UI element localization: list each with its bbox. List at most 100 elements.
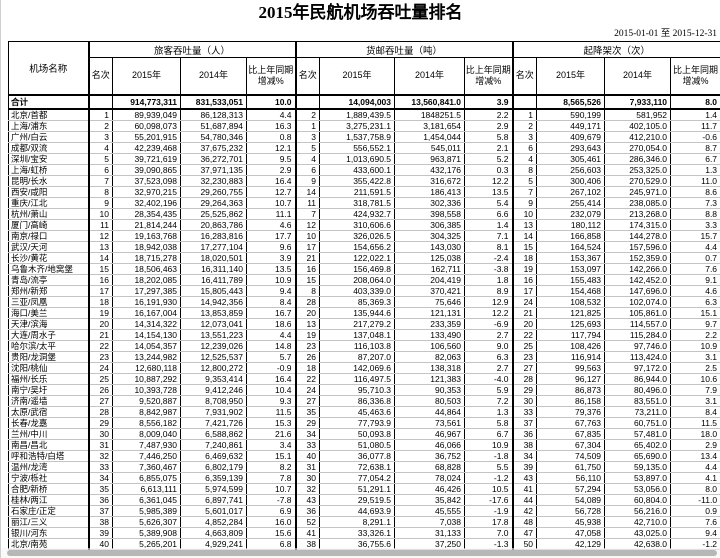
airport-name-cell[interactable]: 西安/咸阳 [8, 186, 89, 198]
airport-name-cell[interactable]: 南京/禄口 [8, 230, 89, 242]
value-2014-cell[interactable]: 142,452.0 [604, 274, 672, 286]
rank-cell[interactable]: 14 [87, 252, 113, 264]
value-2014-cell[interactable]: 204,419 [394, 274, 466, 286]
rank-cell[interactable]: 13 [294, 318, 321, 330]
value-2014-cell[interactable]: 86,944.0 [604, 373, 672, 385]
change-cell[interactable]: 12.2 [464, 175, 514, 187]
change-cell[interactable]: 2.7 [464, 329, 514, 341]
rank-cell[interactable]: 19 [294, 329, 321, 341]
airport-name-cell[interactable]: 银川/河东 [8, 527, 89, 539]
sorties-group-header[interactable]: 起降架次（次） [511, 41, 720, 58]
value-2015-cell[interactable]: 256,603 [536, 164, 606, 176]
airport-name-cell[interactable]: 石家庄/正定 [8, 505, 89, 517]
change-cell[interactable]: 9.4 [245, 285, 297, 297]
change-cell[interactable]: 4.6 [670, 285, 720, 297]
change-cell[interactable]: 8.1 [464, 241, 514, 253]
change-cell[interactable]: 10.5 [464, 483, 514, 495]
value-2015-cell[interactable]: 232,079 [536, 208, 606, 220]
change-cell[interactable]: 2.2 [464, 108, 514, 121]
value-2014-cell[interactable]: 7,240,861 [180, 439, 247, 451]
change-cell[interactable]: 5.4 [464, 197, 514, 209]
rank-cell[interactable]: 11 [87, 219, 113, 231]
value-2014-cell[interactable]: 398,558 [394, 208, 466, 220]
value-2014-cell[interactable]: 83,551.0 [604, 395, 672, 407]
value-2014-cell[interactable]: 370,421 [394, 285, 466, 297]
rank-cell[interactable]: 48 [511, 516, 538, 528]
passenger-2014-header[interactable]: 2014年 [180, 57, 247, 96]
rank-cell[interactable]: 29 [294, 417, 321, 429]
rank-cell[interactable]: 34 [511, 450, 538, 462]
change-cell[interactable]: 5.8 [464, 131, 514, 143]
value-2015-cell[interactable]: 16,167,004 [112, 307, 181, 319]
rank-cell[interactable]: 34 [294, 428, 321, 440]
airport-name-cell[interactable]: 乌鲁木齐/地窝堡 [8, 263, 89, 275]
rank-cell[interactable]: 5 [87, 153, 113, 165]
value-2015-cell[interactable]: 6,613,111 [112, 483, 181, 495]
value-2014-cell[interactable]: 20,863,786 [180, 219, 247, 231]
rank-cell[interactable]: 35 [294, 406, 321, 418]
change-cell[interactable]: 8.7 [670, 142, 720, 154]
rank-cell[interactable]: 43 [294, 494, 321, 506]
change-cell[interactable]: 8.2 [245, 461, 297, 473]
value-2014-cell[interactable]: 53,056.0 [604, 483, 672, 495]
change-cell[interactable]: 1.4 [464, 219, 514, 231]
airport-name-cell[interactable]: 丽江/三义 [8, 516, 89, 528]
change-cell[interactable]: 9.7 [670, 318, 720, 330]
change-cell[interactable]: 11.5 [670, 417, 720, 429]
airport-name-cell[interactable]: 长春/龙嘉 [8, 417, 89, 429]
airport-name-cell[interactable]: 成都/双流 [8, 142, 89, 154]
value-2015-cell[interactable]: 125,693 [536, 318, 606, 330]
change-cell[interactable]: 7.8 [245, 472, 297, 484]
value-2015-cell[interactable]: 18,202,085 [112, 274, 181, 286]
change-cell[interactable]: 1.4 [670, 108, 720, 121]
value-2015-cell[interactable]: 37,523,098 [112, 175, 181, 187]
rank-cell[interactable]: 36 [511, 428, 538, 440]
rank-cell[interactable]: 42 [511, 505, 538, 517]
value-2015-cell[interactable]: 318,781.5 [319, 197, 396, 209]
change-cell[interactable]: 7.6 [670, 516, 720, 528]
rank-cell[interactable]: 2 [294, 108, 321, 121]
value-2014-cell[interactable]: 6,588,862 [180, 428, 247, 440]
change-cell[interactable]: 3.1 [670, 395, 720, 407]
value-2014-cell[interactable]: 432,176 [394, 164, 466, 176]
value-2014-cell[interactable]: 13,853,859 [180, 307, 247, 319]
change-cell[interactable]: 1.8 [464, 274, 514, 286]
change-cell[interactable]: 4.4 [670, 241, 720, 253]
value-2015-cell[interactable]: 116,497.5 [319, 373, 396, 385]
rank-cell[interactable]: 8 [87, 186, 113, 198]
rank-cell[interactable]: 3 [294, 131, 321, 143]
value-2015-cell[interactable]: 36,077.8 [319, 450, 396, 462]
value-2014-cell[interactable]: 9,412,246 [180, 384, 247, 396]
value-2015-cell[interactable]: 18,506,463 [112, 263, 181, 275]
rank-cell[interactable]: 6 [511, 142, 538, 154]
value-2014-cell[interactable]: 152,359.0 [604, 252, 672, 264]
value-2015-cell[interactable]: 267,102 [536, 186, 606, 198]
value-2014-cell[interactable]: 12,800,272 [180, 362, 247, 374]
airport-name-cell[interactable]: 深圳/宝安 [8, 153, 89, 165]
airport-name-cell[interactable]: 济南/遥墙 [8, 395, 89, 407]
change-cell[interactable]: 8.6 [670, 186, 720, 198]
rank-cell[interactable]: 1 [511, 108, 538, 121]
change-cell[interactable]: 12.1 [245, 142, 297, 154]
change-cell[interactable]: 2.9 [670, 439, 720, 451]
rank-cell[interactable]: 15 [511, 241, 538, 253]
rank-cell[interactable]: 17 [511, 285, 538, 297]
value-2014-cell[interactable]: 270,529.0 [604, 175, 672, 187]
rank-cell[interactable]: 30 [87, 428, 113, 440]
airport-name-cell[interactable]: 重庆/江北 [8, 197, 89, 209]
rank-cell[interactable]: 30 [511, 395, 538, 407]
change-cell[interactable]: 0.9 [670, 505, 720, 517]
change-cell[interactable]: 16.7 [245, 307, 297, 319]
rank-cell[interactable]: 12 [87, 230, 113, 242]
rank-cell[interactable]: 30 [294, 472, 321, 484]
rank-cell[interactable]: 20 [87, 318, 113, 330]
value-2014-cell[interactable]: 143,030 [394, 241, 466, 253]
airport-name-cell[interactable]: 合肥/新桥 [8, 483, 89, 495]
value-2015-cell[interactable]: 310,606.6 [319, 219, 396, 231]
value-2014-cell[interactable]: 36,752 [394, 450, 466, 462]
value-2014-cell[interactable]: 51,687,894 [180, 120, 247, 132]
change-cell[interactable]: 4.4 [245, 329, 297, 341]
value-2015-cell[interactable]: 424,932.7 [319, 208, 396, 220]
rank-cell[interactable]: 36 [87, 494, 113, 506]
rank-cell[interactable]: 31 [87, 439, 113, 451]
